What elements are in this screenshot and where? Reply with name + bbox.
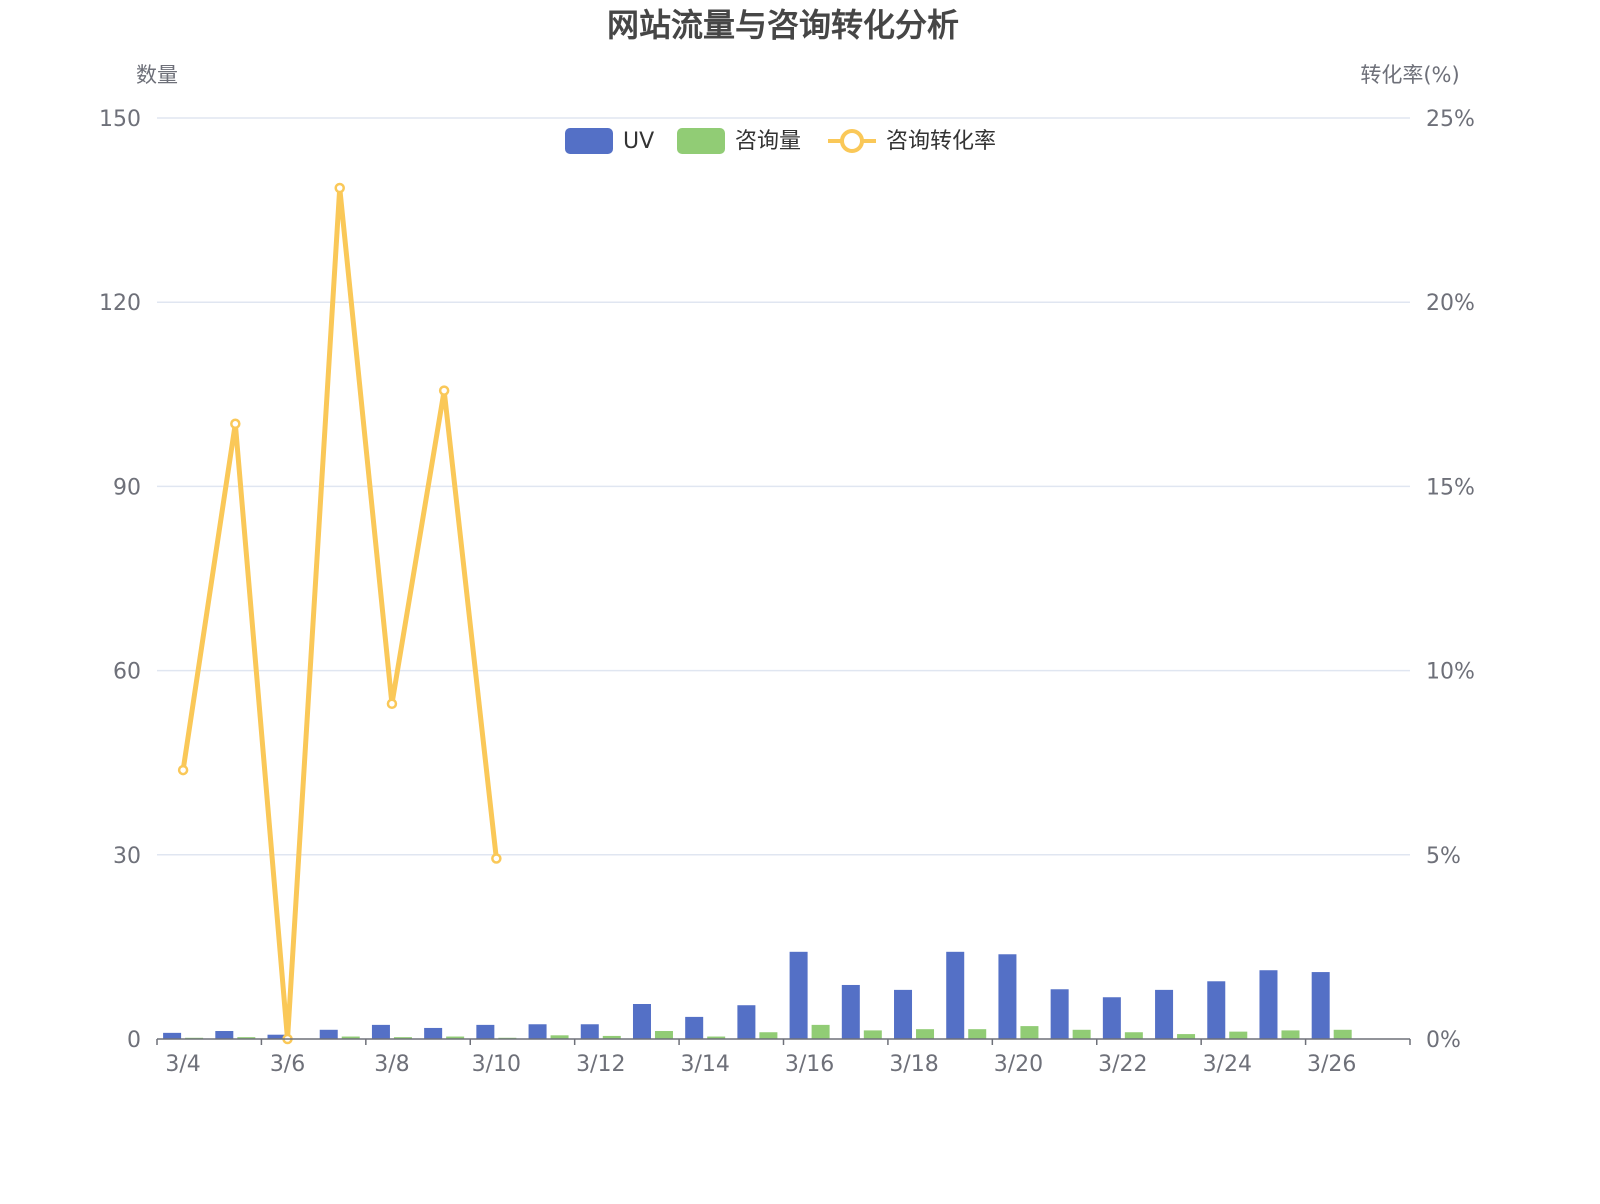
x-tick-label: 3/18 — [889, 1052, 938, 1077]
bar-uv — [1311, 972, 1330, 1039]
line-point — [177, 764, 189, 776]
bar-consult — [1333, 1029, 1352, 1039]
bar-uv — [685, 1016, 704, 1039]
bar-uv — [267, 1034, 286, 1039]
bar-consult — [602, 1035, 621, 1039]
legend-item-uv[interactable]: UV — [565, 128, 654, 154]
y-tick-left: 120 — [99, 291, 141, 316]
legend-label-consult: 咨询量 — [735, 129, 801, 154]
bar-uv — [371, 1024, 390, 1039]
y-tick-right: 20% — [1426, 291, 1475, 316]
x-tick-label: 3/26 — [1307, 1052, 1356, 1077]
bar-uv — [476, 1024, 495, 1039]
bar-uv — [424, 1027, 443, 1039]
bar-consult — [550, 1035, 569, 1039]
bar-consult — [341, 1036, 360, 1039]
bar-uv — [1050, 989, 1069, 1039]
bar-uv — [1259, 970, 1278, 1039]
bar-uv — [1207, 981, 1226, 1039]
chart-title: 网站流量与咨询转化分析 — [607, 6, 959, 44]
x-tick-label: 3/24 — [1203, 1052, 1252, 1077]
bar-consult — [811, 1024, 830, 1039]
legend-label-uv: UV — [623, 129, 654, 154]
bar-consult — [1229, 1031, 1248, 1039]
y-axis-right-label: 转化率(%) — [1360, 63, 1459, 87]
x-tick-label: 3/10 — [472, 1052, 521, 1077]
bar-consult — [759, 1032, 778, 1039]
line-conversion-rate — [180, 185, 499, 1042]
legend-label-rate: 咨询转化率 — [886, 129, 996, 154]
legend-item-rate[interactable]: 咨询转化率 — [828, 129, 996, 154]
bar-uv — [632, 1004, 651, 1039]
bar-consult — [863, 1030, 882, 1039]
bar-uv — [946, 951, 965, 1039]
x-tick-label: 3/6 — [270, 1052, 305, 1077]
bar-uv — [737, 1005, 756, 1039]
x-tick-label: 3/20 — [994, 1052, 1043, 1077]
line-point — [230, 418, 241, 430]
x-tick-label: 3/4 — [165, 1052, 200, 1077]
y-tick-right: 10% — [1426, 660, 1475, 685]
bar-uv — [1155, 989, 1174, 1039]
line-point — [386, 698, 398, 710]
x-tick-label: 3/14 — [680, 1052, 729, 1077]
legend-swatch-uv — [565, 128, 613, 154]
y-tick-right: 5% — [1426, 844, 1461, 869]
y-tick-left: 90 — [113, 475, 141, 500]
bar-consult — [1124, 1032, 1143, 1039]
bar-consult — [237, 1037, 256, 1039]
bar-uv — [998, 954, 1017, 1039]
x-tick-label: 3/12 — [576, 1052, 625, 1077]
bar-consult — [1072, 1029, 1091, 1039]
bar-consult — [968, 1029, 987, 1039]
bar-uv — [215, 1031, 234, 1039]
y-tick-left: 60 — [113, 660, 141, 685]
bar-consult — [393, 1037, 412, 1039]
y-tick-right: 0% — [1426, 1028, 1461, 1053]
bar-consult — [1281, 1030, 1300, 1039]
bar-uv — [319, 1029, 338, 1039]
bar-uv — [1102, 997, 1121, 1039]
x-tick-label: 3/8 — [374, 1052, 409, 1077]
bar-consult — [1020, 1026, 1039, 1039]
x-tick-label: 3/16 — [785, 1052, 834, 1077]
bar-uv — [528, 1024, 547, 1039]
y-tick-left: 150 — [99, 107, 141, 132]
bar-uv — [163, 1032, 182, 1039]
legend-item-consult[interactable]: 咨询量 — [677, 128, 801, 154]
line-point — [438, 385, 450, 396]
bar-uv — [789, 951, 808, 1039]
bar-uv — [894, 989, 913, 1039]
y-tick-right: 15% — [1426, 475, 1475, 500]
bar-consult — [1177, 1034, 1196, 1039]
bar-uv — [580, 1024, 599, 1039]
y-tick-left: 30 — [113, 844, 141, 869]
legend-swatch-rate-marker — [840, 129, 864, 153]
legend: UV 咨询量 咨询转化率 — [565, 128, 996, 154]
line-point — [491, 853, 502, 864]
legend-swatch-consult — [677, 128, 725, 154]
bar-consult — [446, 1036, 465, 1039]
x-tick-label: 3/22 — [1098, 1052, 1147, 1077]
bar-consult — [654, 1031, 673, 1039]
bar-consult — [707, 1036, 726, 1039]
y-tick-right: 25% — [1426, 107, 1475, 132]
y-tick-left: 0 — [127, 1028, 141, 1053]
bar-uv — [841, 984, 860, 1039]
bar-consult — [916, 1029, 935, 1039]
y-axis-left-label: 数量 — [136, 63, 178, 87]
line-point — [334, 182, 345, 194]
